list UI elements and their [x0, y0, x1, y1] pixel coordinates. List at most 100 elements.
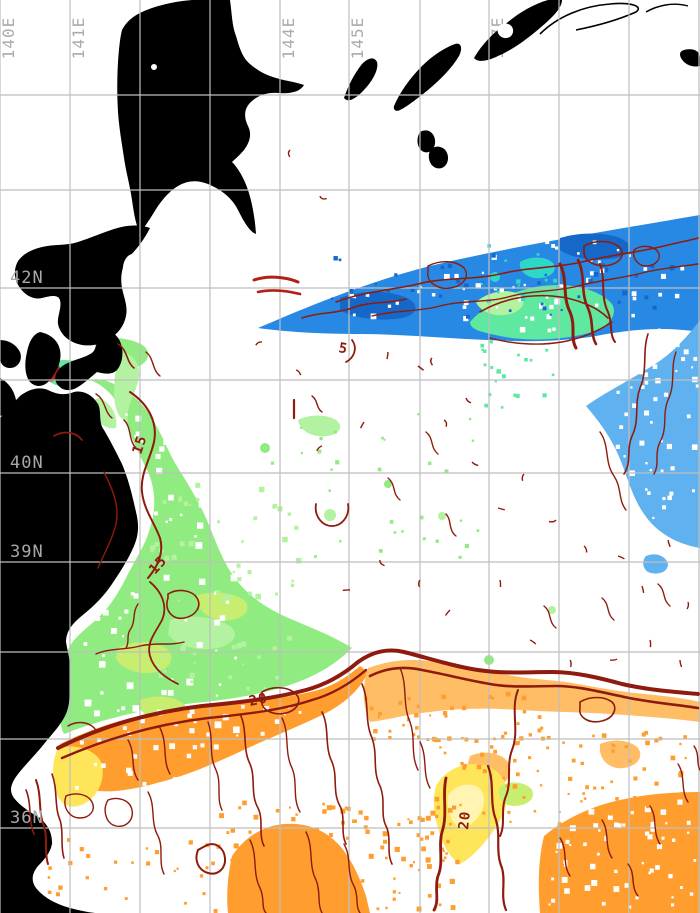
- contour-line: [623, 333, 649, 475]
- speckle: [643, 267, 648, 271]
- speckle: [319, 859, 324, 865]
- speckle: [565, 839, 570, 844]
- speckle: [125, 413, 128, 416]
- contour-dash: [418, 579, 421, 588]
- speckle: [567, 792, 570, 796]
- contour-dash: [379, 559, 385, 567]
- speckle: [622, 290, 628, 296]
- speckle: [453, 806, 457, 810]
- speckle: [331, 805, 336, 810]
- speckle: [462, 287, 465, 291]
- speckle: [686, 414, 691, 419]
- speckle: [524, 316, 528, 319]
- speckle: [582, 808, 586, 811]
- speckle: [528, 756, 532, 760]
- speckle: [582, 792, 585, 795]
- speckle: [549, 313, 552, 316]
- speckle: [331, 297, 334, 300]
- speckle: [487, 694, 493, 700]
- speckle: [441, 694, 446, 700]
- speckle: [464, 543, 470, 549]
- speckle: [442, 710, 448, 716]
- speckle: [678, 772, 683, 778]
- speckle: [546, 735, 551, 740]
- speckle: [145, 847, 149, 850]
- speckle: [364, 815, 369, 821]
- speckle: [577, 252, 580, 255]
- speckle: [593, 272, 599, 277]
- speckle: [184, 901, 187, 905]
- speckle: [172, 777, 179, 783]
- speckle: [340, 876, 345, 881]
- land-mass: [25, 332, 61, 386]
- speckle: [495, 306, 499, 309]
- lat-label-layer: 42N 40N 39N 36N: [10, 268, 43, 828]
- speckle: [196, 642, 203, 649]
- speckle: [99, 661, 106, 668]
- speckle: [509, 820, 512, 823]
- speckle: [661, 836, 665, 840]
- speckle: [421, 846, 426, 852]
- speckle: [655, 865, 660, 870]
- speckle: [373, 728, 378, 734]
- speckle: [150, 548, 154, 553]
- speckle: [476, 764, 482, 770]
- speckle: [524, 357, 528, 362]
- speckle: [217, 520, 221, 524]
- contour-line: [657, 583, 671, 607]
- speckle: [460, 761, 464, 766]
- speckle: [438, 903, 442, 907]
- contour-line: [64, 793, 94, 819]
- speckle: [100, 691, 104, 695]
- contour-dash: [497, 507, 505, 511]
- speckle: [225, 600, 230, 604]
- speckle: [624, 883, 630, 888]
- speckle: [680, 792, 683, 795]
- speckle: [299, 831, 305, 837]
- speckle: [668, 873, 673, 879]
- speckle: [615, 796, 619, 801]
- speckle: [517, 353, 520, 357]
- speckle: [644, 295, 649, 300]
- speckle: [482, 349, 487, 353]
- speckle: [114, 860, 118, 864]
- speckle: [348, 288, 354, 294]
- speckle: [583, 797, 587, 800]
- speckle: [522, 796, 526, 799]
- contour-line: [479, 294, 609, 319]
- speckle: [319, 436, 323, 441]
- speckle: [134, 535, 140, 541]
- speckle: [667, 495, 672, 501]
- speckle: [558, 284, 564, 289]
- speckle: [352, 313, 356, 317]
- speckle: [630, 811, 634, 815]
- speckle: [580, 800, 583, 803]
- speckle: [301, 900, 306, 905]
- speckle: [48, 890, 52, 894]
- speckle: [621, 357, 626, 361]
- speckle: [501, 734, 505, 739]
- speckle: [435, 814, 439, 819]
- speckle: [213, 744, 219, 750]
- speckle: [683, 735, 687, 739]
- speckle: [521, 695, 527, 701]
- speckle: [295, 557, 302, 564]
- speckle: [116, 709, 120, 713]
- speckle: [126, 767, 132, 774]
- speckle: [284, 855, 289, 860]
- contour-line: [252, 275, 300, 284]
- speckle: [633, 776, 638, 781]
- contour-line: [305, 831, 323, 913]
- speckle: [601, 786, 605, 790]
- speckle: [296, 888, 300, 892]
- speckle: [655, 377, 661, 384]
- speckle: [199, 874, 204, 878]
- speckle: [494, 379, 498, 383]
- speckle: [695, 384, 700, 388]
- speckle: [515, 772, 520, 777]
- speckle: [132, 754, 138, 759]
- speckle: [240, 641, 247, 647]
- speckle: [503, 731, 508, 735]
- speckle: [167, 690, 174, 696]
- speckle: [102, 654, 105, 658]
